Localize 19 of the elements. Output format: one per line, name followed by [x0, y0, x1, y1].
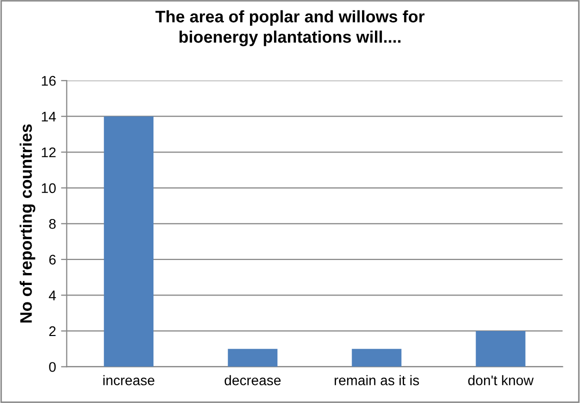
- y-tick-label: 16: [42, 76, 56, 86]
- y-tick-label: 8: [49, 219, 56, 229]
- x-tick-label: don't know: [468, 375, 534, 386]
- bar: [476, 330, 526, 367]
- y-tick-label: 2: [49, 326, 56, 336]
- y-tick-label: 0: [49, 362, 56, 372]
- y-tick-label: 6: [49, 254, 56, 265]
- y-tick-label: 10: [42, 183, 56, 194]
- bar: [352, 348, 402, 367]
- chart-title: The area of poplar and willows for bioenergy plantations will....: [155, 10, 424, 46]
- y-axis-title: No of reporting countries: [20, 124, 36, 323]
- y-tick-label: 14: [42, 112, 56, 122]
- y-tick-label: 12: [42, 147, 56, 158]
- bar: [228, 348, 278, 367]
- bar: [104, 116, 154, 367]
- x-tick-label: decrease: [224, 375, 281, 386]
- x-tick-label: increase: [103, 375, 154, 386]
- y-tick-label: 4: [48, 290, 56, 300]
- x-tick-label: remain as it is: [334, 375, 419, 386]
